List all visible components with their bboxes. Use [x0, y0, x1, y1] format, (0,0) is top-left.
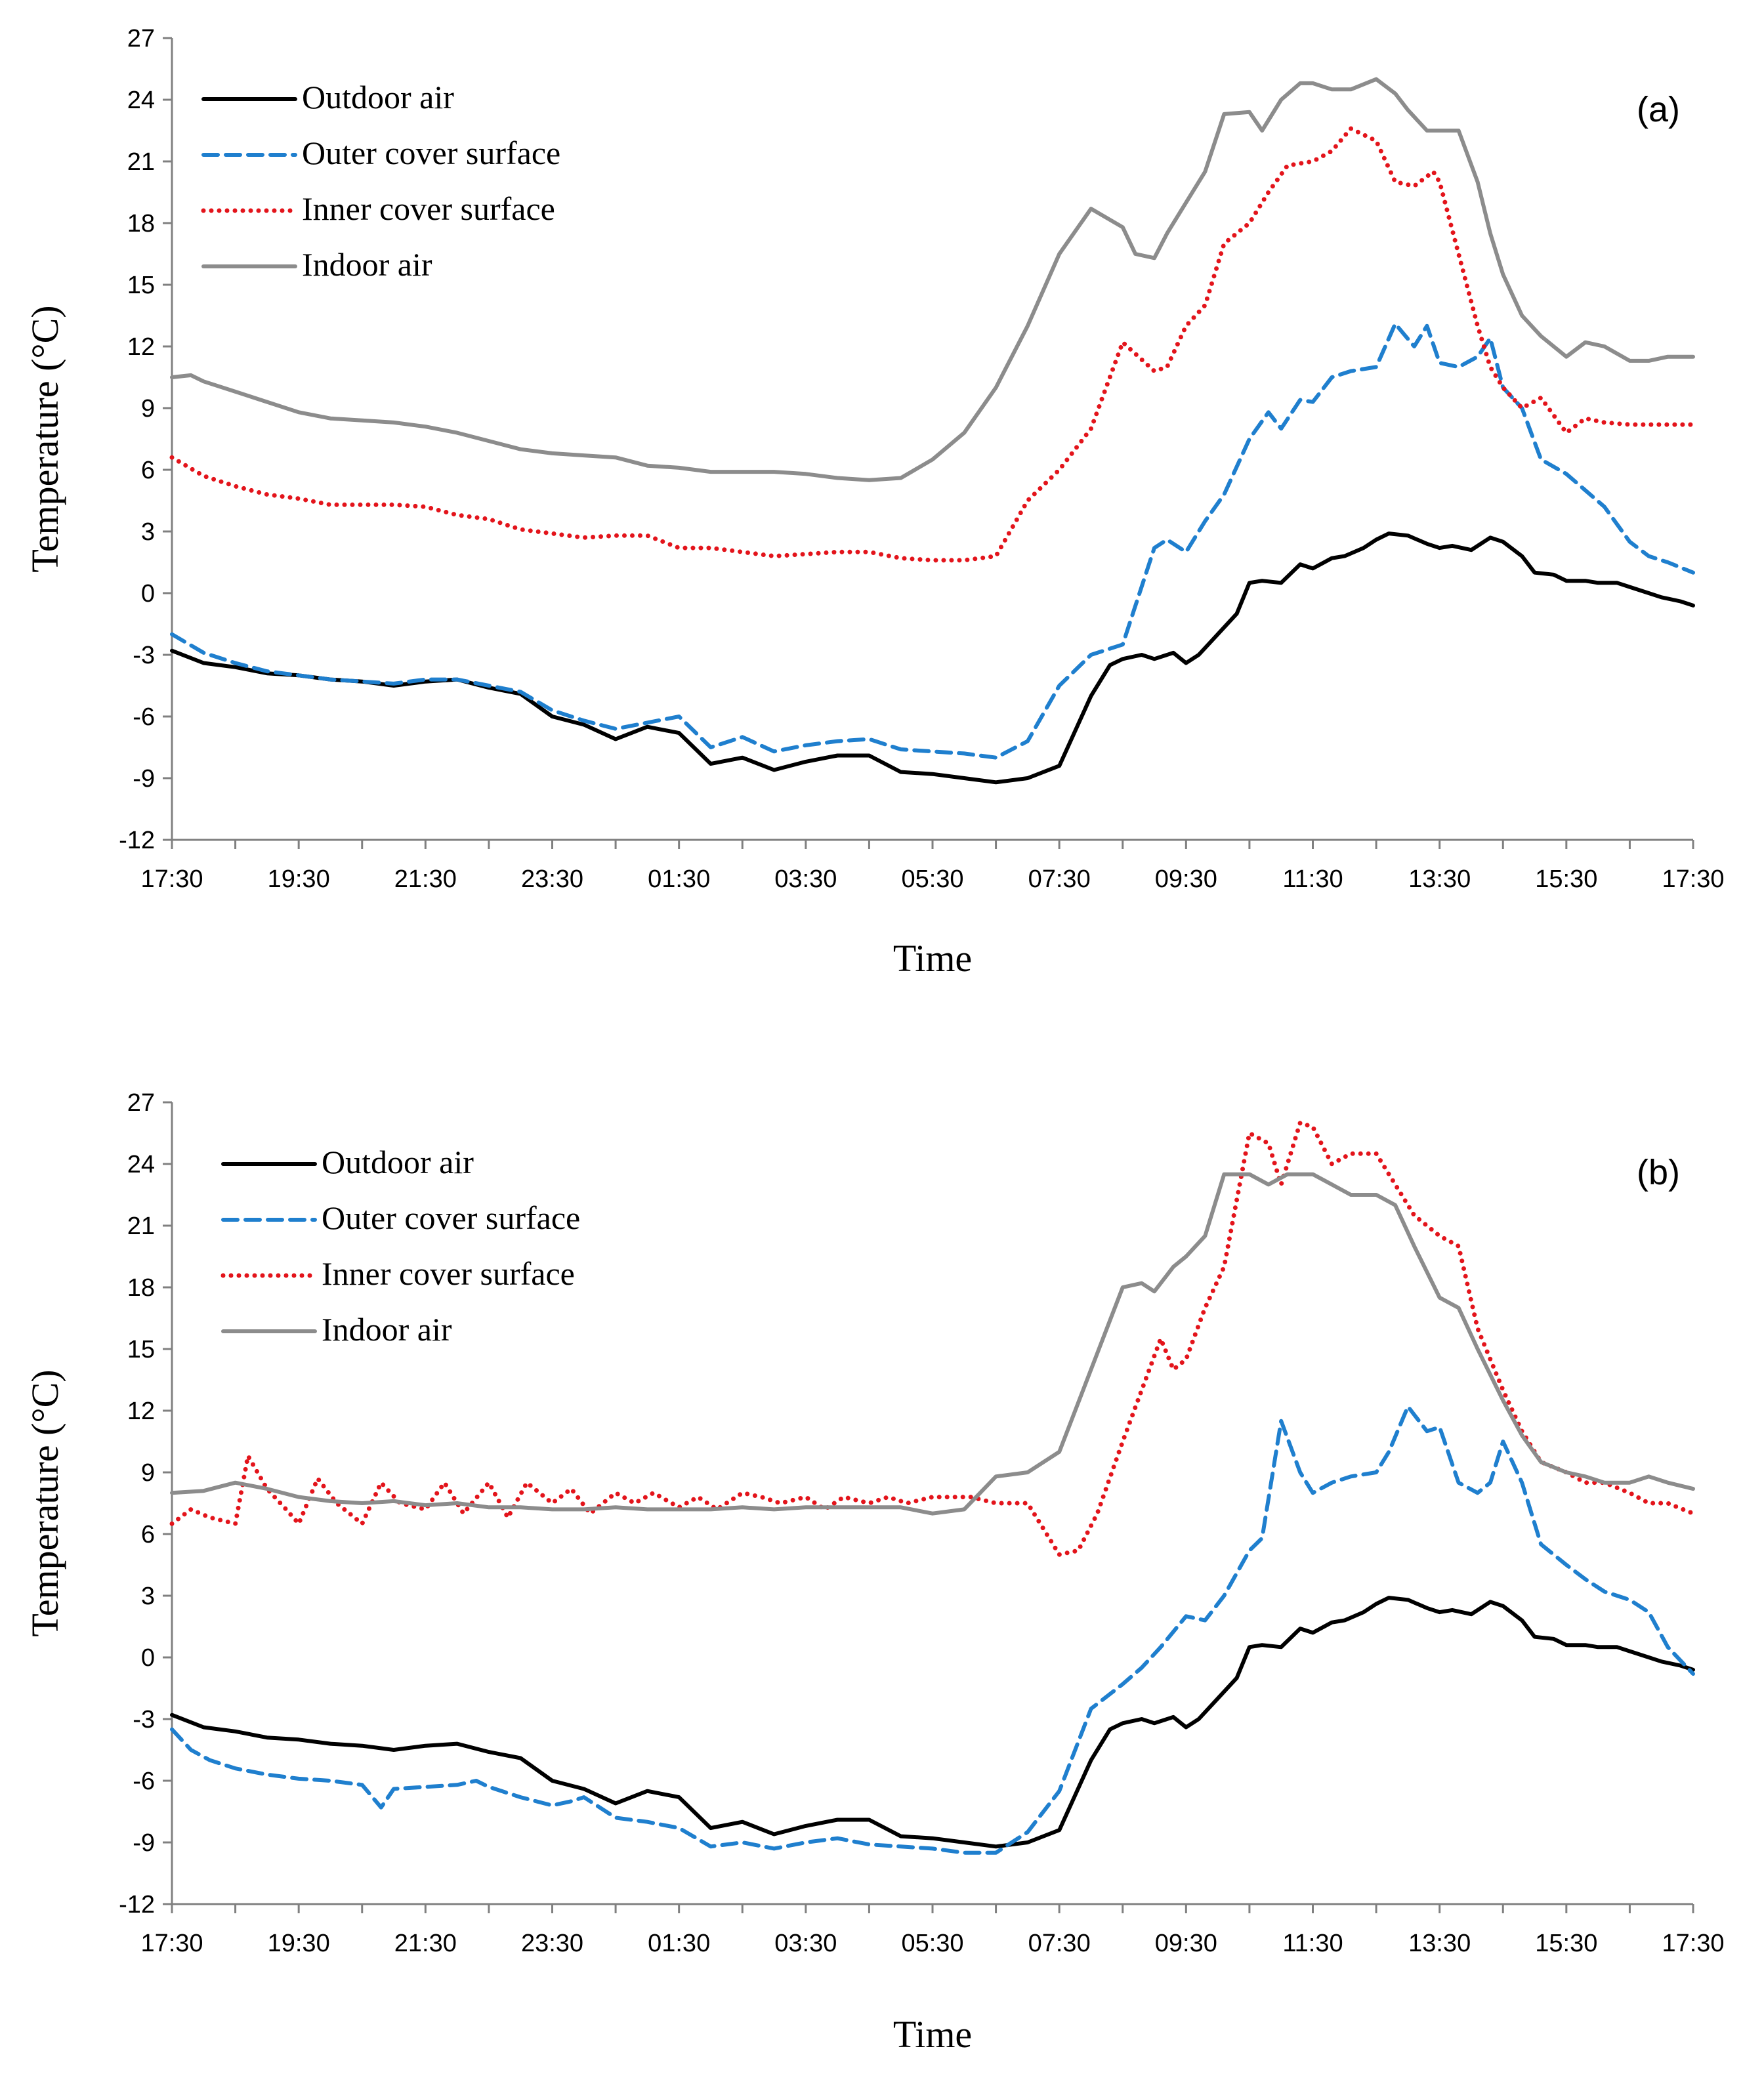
y-tick-label: 9 [141, 395, 155, 423]
x-tick-label: 11:30 [1282, 865, 1343, 893]
legend-label: Inner cover surface [302, 190, 555, 227]
x-tick-label: 21:30 [394, 1930, 457, 1957]
legend-label: Indoor air [302, 246, 432, 283]
x-tick-label: 13:30 [1408, 1930, 1471, 1957]
y-tick-label: 12 [127, 333, 155, 361]
y-tick-label: 15 [127, 272, 155, 299]
series-line-indoor-air [170, 77, 1695, 482]
y-tick-label: 18 [127, 1274, 155, 1302]
y-tick-label: -3 [133, 1706, 155, 1733]
series-line-inner-cover-surface [169, 1120, 1696, 1557]
y-tick-label: 3 [141, 1583, 155, 1610]
y-axis-title: Temperature (°C) [24, 305, 66, 572]
series-line-outer-cover-surface [170, 1404, 1695, 1855]
y-tick-label: 9 [141, 1459, 155, 1487]
x-tick-label: 15:30 [1535, 1930, 1597, 1957]
series-line-outdoor-air [170, 531, 1695, 785]
series-line-inner-cover-surface [169, 126, 1696, 563]
x-tick-label: 01:30 [648, 1930, 710, 1957]
series-line-outer-cover-surface [170, 322, 1695, 760]
legend-label: Outdoor air [302, 79, 454, 115]
y-tick-label: 0 [141, 1644, 155, 1672]
y-tick-label: 0 [141, 580, 155, 608]
legend-label: Inner cover surface [322, 1255, 575, 1292]
y-tick-label: 27 [127, 25, 155, 52]
y-tick-label: 6 [141, 457, 155, 484]
y-tick-label: 6 [141, 1521, 155, 1548]
panel-label: (b) [1637, 1153, 1680, 1192]
y-tick-label: -6 [133, 1768, 155, 1795]
x-tick-label: 05:30 [901, 1930, 963, 1957]
x-tick-label: 19:30 [268, 1930, 330, 1957]
y-tick-label: -9 [133, 765, 155, 793]
y-tick-label: 21 [127, 148, 155, 176]
x-tick-label: 01:30 [648, 865, 710, 893]
y-tick-label: 21 [127, 1213, 155, 1240]
y-tick-label: 24 [127, 87, 155, 114]
x-tick-label: 07:30 [1028, 865, 1091, 893]
x-tick-label: 17:30 [140, 865, 203, 893]
x-tick-label: 09:30 [1155, 1930, 1217, 1957]
y-tick-label: -3 [133, 642, 155, 669]
legend-label: Outdoor air [322, 1144, 474, 1180]
x-tick-label: 17:30 [1662, 865, 1724, 893]
x-axis-title: Time [893, 2013, 972, 2056]
x-tick-label: 23:30 [521, 1930, 583, 1957]
y-tick-label: 27 [127, 1089, 155, 1117]
y-tick-label: -6 [133, 703, 155, 731]
x-tick-label: 13:30 [1408, 865, 1471, 893]
x-tick-label: 03:30 [774, 1930, 837, 1957]
y-tick-label: -12 [119, 1891, 155, 1919]
x-tick-label: 11:30 [1282, 1930, 1343, 1957]
chart-panel-a: -12 -9 -6 -3 0 3 6 9 12 15 18 21 24 27 17:30 19:30 21:30… [24, 25, 1725, 980]
x-tick-label: 17:30 [1662, 1930, 1724, 1957]
legend-label: Outer cover surface [322, 1199, 580, 1236]
x-tick-label: 17:30 [140, 1930, 203, 1957]
series-line-outdoor-air [170, 1596, 1695, 1849]
x-tick-label: 05:30 [901, 865, 963, 893]
y-tick-label: 12 [127, 1398, 155, 1425]
x-tick-label: 15:30 [1535, 865, 1597, 893]
y-tick-label: 24 [127, 1151, 155, 1178]
x-axis-title: Time [893, 937, 972, 980]
series-line-indoor-air [170, 1172, 1695, 1516]
y-tick-label: 15 [127, 1336, 155, 1363]
x-tick-label: 21:30 [394, 865, 457, 893]
y-tick-label: 3 [141, 518, 155, 546]
x-tick-label: 03:30 [774, 865, 837, 893]
chart-panel-b: -12 -9 -6 -3 0 3 6 9 12 15 18 21 24 27 17:30 19:30 21:30… [24, 1089, 1725, 2056]
x-tick-label: 19:30 [268, 865, 330, 893]
x-tick-label: 23:30 [521, 865, 583, 893]
panel-label: (a) [1637, 90, 1680, 129]
x-tick-label: 07:30 [1028, 1930, 1091, 1957]
y-tick-label: -12 [119, 827, 155, 854]
y-tick-label: -9 [133, 1829, 155, 1857]
legend-label: Outer cover surface [302, 135, 560, 171]
legend-label: Indoor air [322, 1311, 452, 1348]
y-axis-title: Temperature (°C) [24, 1369, 66, 1636]
y-tick-label: 18 [127, 210, 155, 238]
x-tick-label: 09:30 [1155, 865, 1217, 893]
